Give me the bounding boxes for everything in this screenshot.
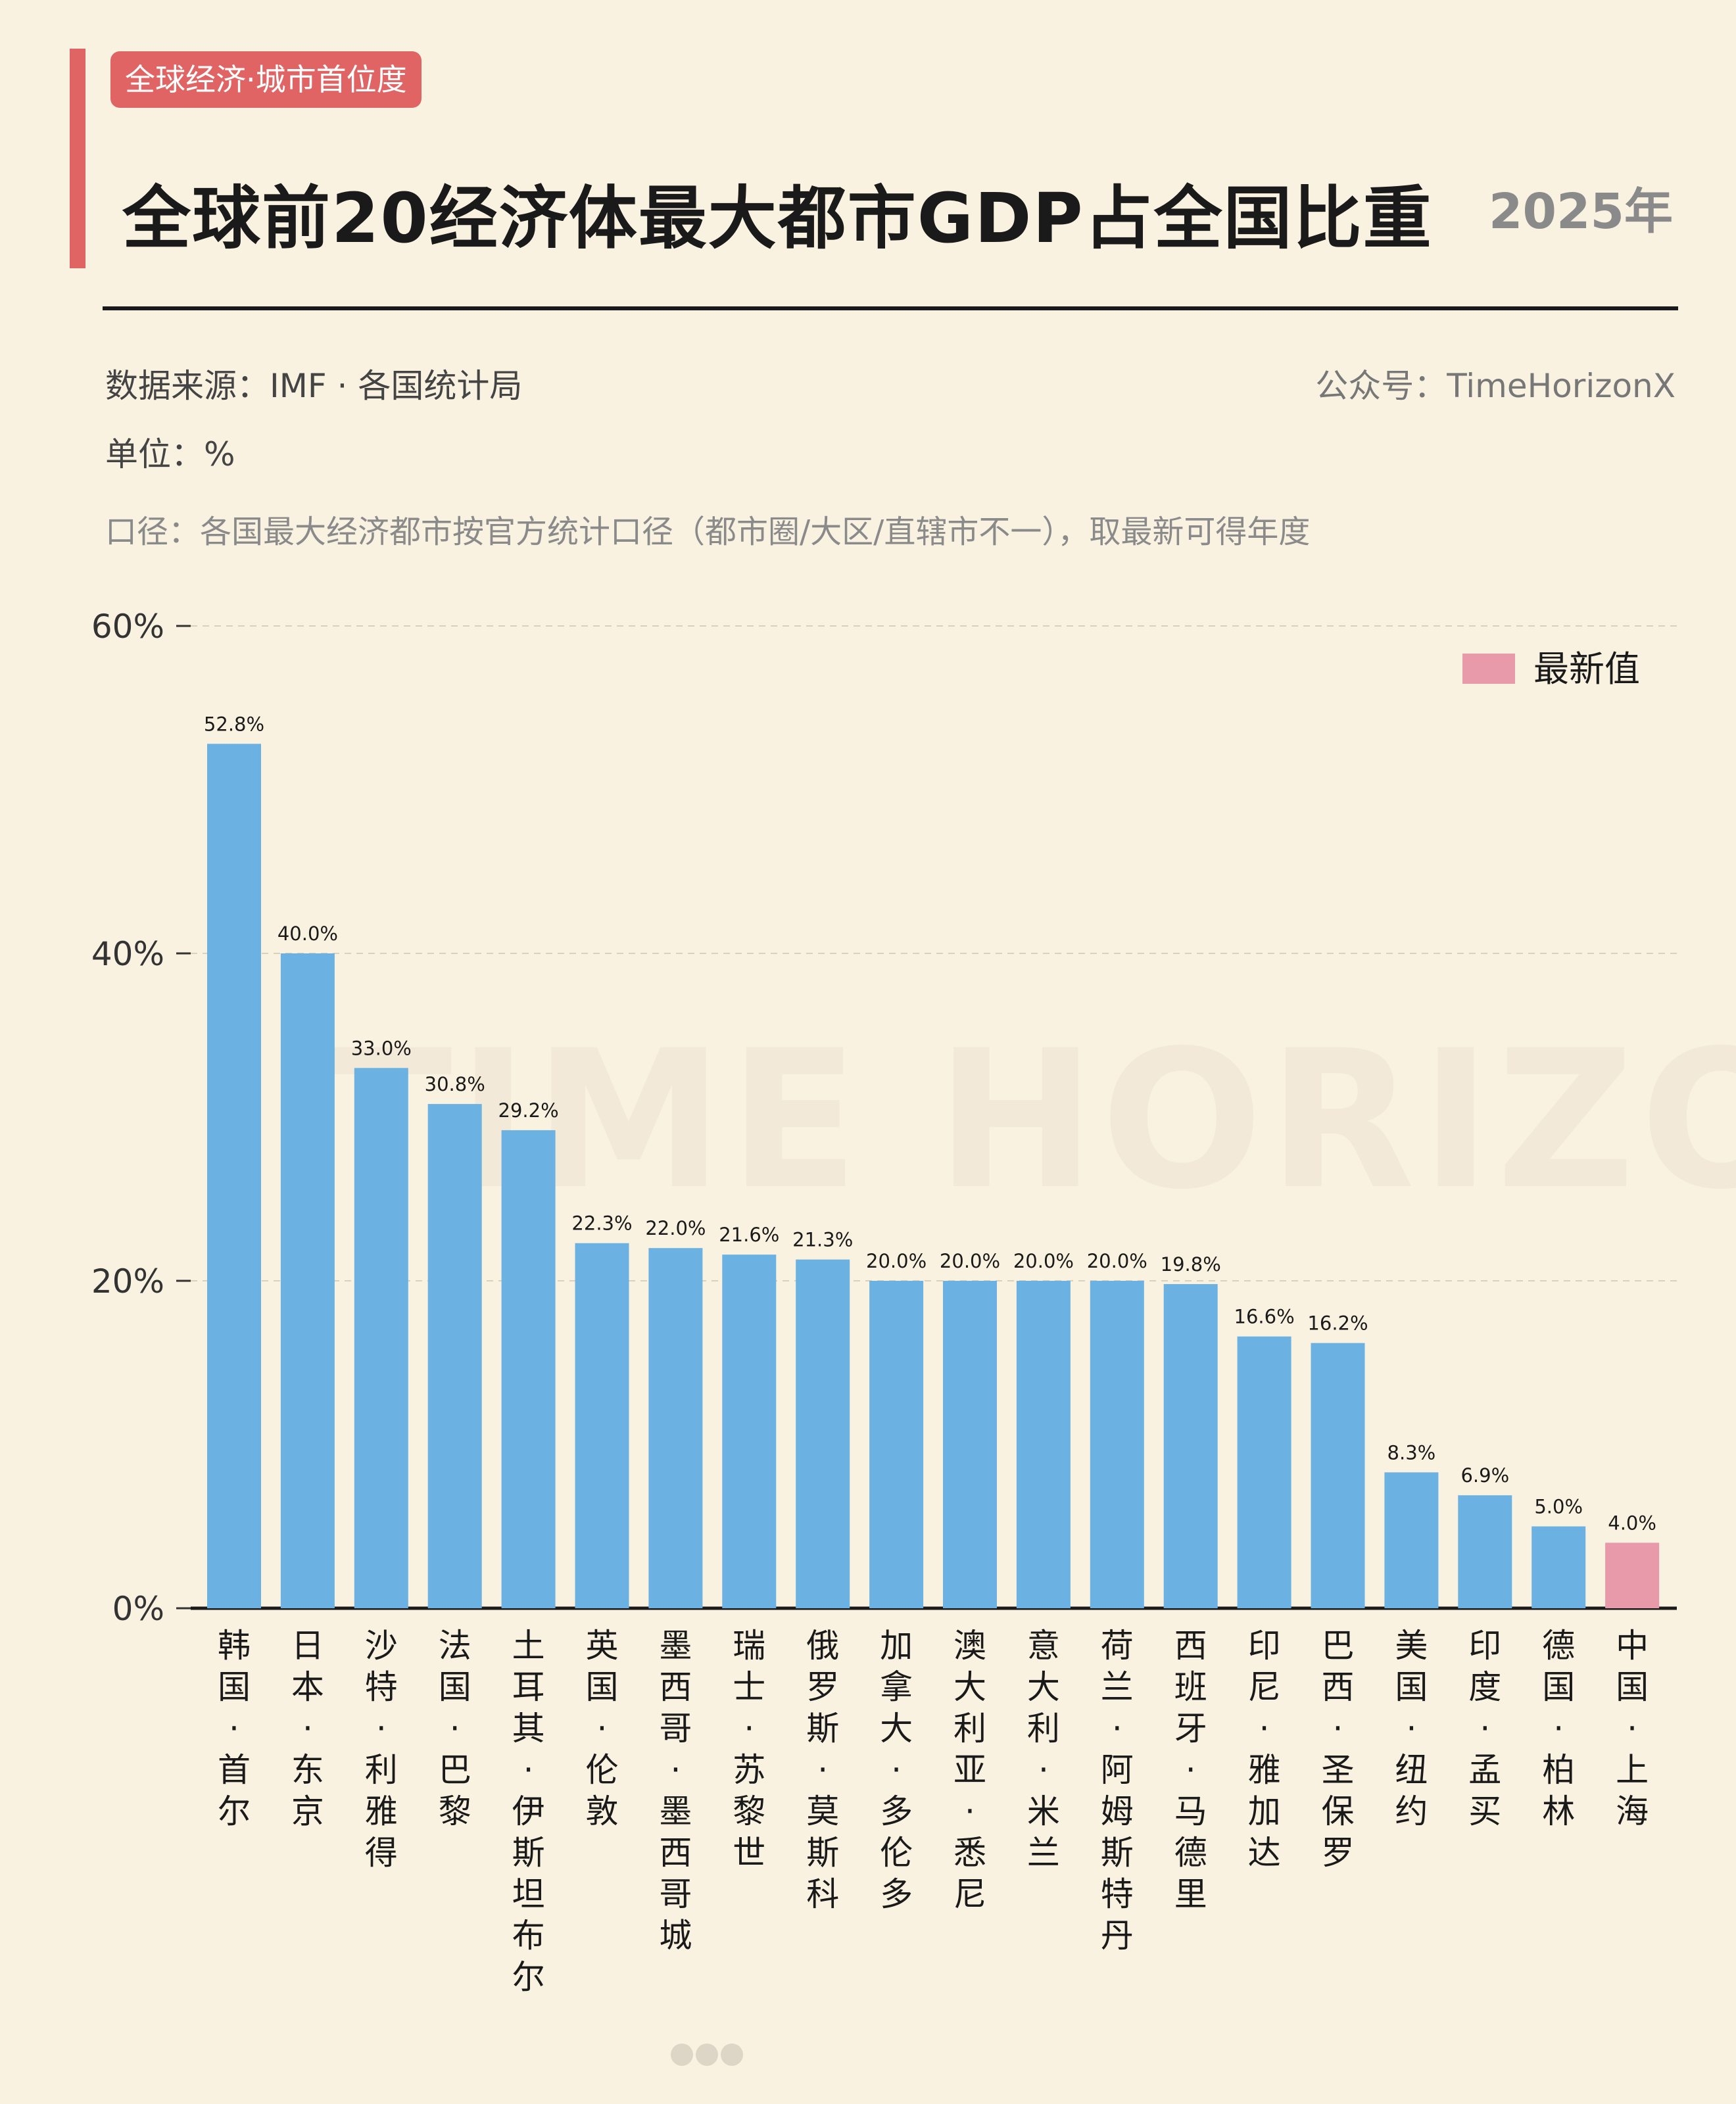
- bar: [648, 1248, 703, 1608]
- legend-label: 最新值: [1533, 648, 1640, 690]
- data-label: 6.9%: [1460, 1464, 1509, 1487]
- bar: [1605, 1542, 1660, 1608]
- y-tick-label: 20%: [91, 1262, 164, 1301]
- data-label: 16.2%: [1307, 1312, 1368, 1335]
- page-dot: [696, 2044, 718, 2066]
- bar: [280, 953, 335, 1608]
- data-label: 52.8%: [204, 713, 264, 735]
- y-tick-label: 40%: [91, 935, 164, 973]
- category-tag: 全球经济·城市首位度: [110, 51, 422, 108]
- x-tick-label: 美国·纽约: [1395, 1627, 1428, 1830]
- x-tick-label: 澳大利亚·悉尼: [953, 1627, 986, 1913]
- bar: [869, 1281, 924, 1608]
- bar: [501, 1130, 556, 1608]
- data-label: 8.3%: [1387, 1441, 1436, 1464]
- data-label: 20.0%: [1087, 1250, 1147, 1272]
- watermark: TIME HORIZON: [322, 1010, 1736, 1231]
- y-tick-label: 0%: [112, 1590, 164, 1628]
- x-tick-label: 加拿大·多伦多: [880, 1627, 913, 1913]
- x-tick-label: 印尼·雅加达: [1248, 1627, 1281, 1872]
- data-label: 16.6%: [1234, 1306, 1295, 1328]
- data-label: 20.0%: [866, 1250, 927, 1272]
- x-tick-label: 瑞士·苏黎世: [733, 1627, 765, 1872]
- x-tick-label: 韩国·首尔: [218, 1627, 251, 1830]
- bar: [427, 1104, 482, 1608]
- data-label: 19.8%: [1161, 1253, 1221, 1276]
- x-tick-label: 法国·巴黎: [439, 1627, 471, 1830]
- y-tick-label: 60%: [91, 608, 164, 646]
- bar: [207, 744, 261, 1608]
- bar: [1016, 1281, 1071, 1608]
- account-name: 公众号：TimeHorizonX: [1315, 367, 1676, 405]
- data-label: 22.0%: [645, 1217, 706, 1239]
- bar: [796, 1259, 850, 1608]
- x-tick-label: 俄罗斯·莫斯科: [806, 1627, 839, 1913]
- page-indicator: [671, 2040, 743, 2070]
- chart-title: 全球前20经济体最大都市GDP占全国比重: [122, 178, 1433, 258]
- data-label: 20.0%: [1013, 1250, 1074, 1272]
- legend-swatch: [1462, 654, 1515, 684]
- x-tick-label: 印度·孟买: [1468, 1627, 1501, 1830]
- unit-label: 单位：%: [105, 435, 235, 473]
- x-tick-label: 意大利·米兰: [1027, 1627, 1060, 1872]
- bar: [1163, 1283, 1218, 1608]
- x-tick-label: 土耳其·伊斯坦布尔: [512, 1627, 545, 1996]
- scope-note: 口径：各国最大经济都市按官方统计口径（都市圈/大区/直辖市不一），取最新可得年度: [105, 514, 1311, 550]
- data-label: 21.3%: [792, 1229, 853, 1251]
- bar: [1458, 1495, 1512, 1608]
- bar: [1311, 1343, 1365, 1608]
- data-label: 33.0%: [351, 1037, 412, 1059]
- bar: [722, 1255, 777, 1608]
- x-tick-label: 英国·伦敦: [586, 1627, 619, 1830]
- bar: [943, 1281, 997, 1608]
- data-source: 数据来源：IMF · 各国统计局: [105, 367, 523, 405]
- x-tick-label: 德国·柏林: [1542, 1627, 1575, 1830]
- data-label: 4.0%: [1608, 1512, 1656, 1534]
- data-label: 40.0%: [277, 922, 338, 945]
- bar: [354, 1068, 408, 1608]
- page-dot: [671, 2044, 693, 2066]
- bar: [1531, 1526, 1586, 1608]
- x-tick-label: 西班牙·马德里: [1174, 1627, 1207, 1913]
- page-dot: [721, 2044, 743, 2066]
- accent-bar: [70, 49, 85, 268]
- x-tick-label: 中国·上海: [1616, 1627, 1649, 1830]
- bar-layer: [207, 744, 1660, 1608]
- bar: [1384, 1472, 1439, 1608]
- bar: [575, 1243, 629, 1608]
- year-label: 2025年: [1489, 183, 1673, 240]
- data-label: 20.0%: [940, 1250, 1000, 1272]
- data-label: 5.0%: [1534, 1496, 1583, 1518]
- data-label: 21.6%: [719, 1224, 779, 1246]
- data-label: 22.3%: [571, 1212, 632, 1235]
- bar: [1090, 1281, 1144, 1608]
- x-tick-label: 日本·东京: [291, 1627, 324, 1830]
- x-tick-label: 巴西·圣保罗: [1322, 1627, 1355, 1872]
- bar: [1237, 1336, 1291, 1608]
- label-layer: 52.8% 韩国·首尔 40.0% 日本·东京 33.0% 沙特·利雅得 30.8% 法国·巴…: [204, 713, 1656, 1996]
- x-tick-label: 荷兰·阿姆斯特丹: [1101, 1627, 1134, 1955]
- data-label: 30.8%: [425, 1073, 485, 1095]
- x-tick-label: 沙特·利雅得: [365, 1627, 398, 1872]
- header-divider: [103, 306, 1678, 310]
- x-tick-label: 墨西哥·墨西哥城: [659, 1627, 692, 1955]
- data-label: 29.2%: [498, 1099, 559, 1122]
